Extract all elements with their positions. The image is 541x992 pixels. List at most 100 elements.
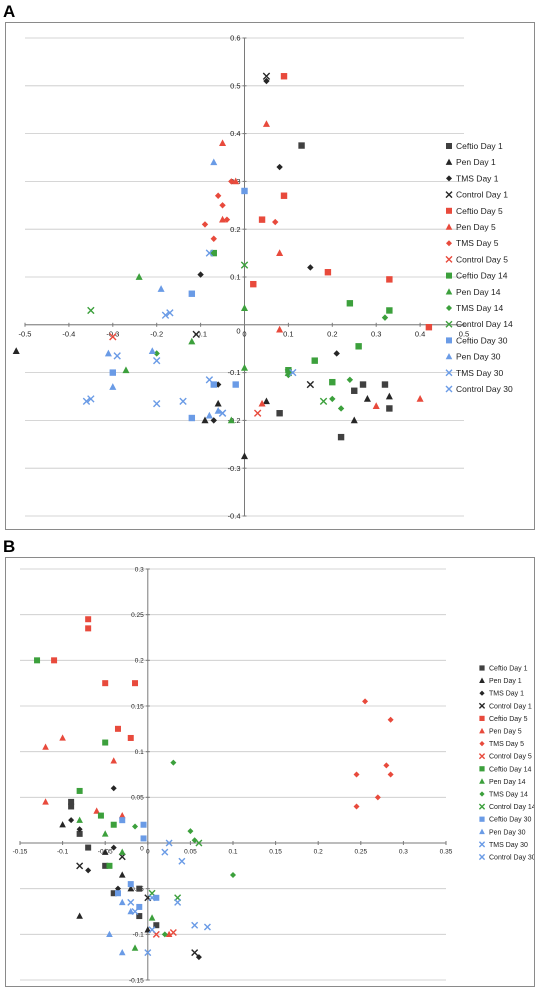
y-tick-label-1: -0.3: [228, 464, 241, 473]
x-tick-label-7: 0.2: [314, 849, 323, 856]
legend-marker-9: [479, 778, 485, 784]
point-15-2: [179, 397, 187, 405]
point-10-3: [132, 823, 139, 830]
point-5-0: [219, 139, 227, 147]
legend-marker-0: [479, 665, 485, 671]
point-2-2: [307, 264, 314, 271]
point-4-0: [280, 73, 288, 80]
point-13-0: [118, 898, 126, 906]
y-tick-label-3: -0.1: [228, 368, 241, 377]
x-tick-label-1: -0.1: [57, 849, 69, 856]
point-6-1: [219, 202, 226, 209]
point-9-3: [122, 366, 130, 374]
point-8-1: [102, 739, 109, 746]
legend-label-14: TMS Day 30: [489, 842, 528, 849]
point-9-3: [131, 944, 139, 951]
x-tick-label-7: 0.2: [327, 329, 337, 338]
point-9-2: [118, 848, 126, 855]
point-4-0: [85, 616, 92, 623]
point-1-7: [385, 392, 393, 400]
legend-label-15: Control Day 30: [489, 854, 534, 861]
legend-label-7: Control Day 5: [456, 254, 508, 264]
series-2: [68, 785, 202, 961]
legend-label-4: Ceftio Day 5: [489, 716, 528, 723]
point-0-4: [351, 387, 358, 394]
series-15: [82, 311, 227, 417]
legend-label-1: Pen Day 1: [456, 157, 496, 167]
point-2-1: [68, 817, 75, 824]
x-tick-label-9: 0.4: [415, 329, 425, 338]
legend-marker-7: [445, 255, 453, 263]
point-6-3: [210, 235, 217, 242]
point-13-2: [106, 930, 113, 938]
point-12-0: [241, 187, 248, 195]
point-10-1: [187, 828, 194, 835]
point-5-1: [262, 120, 270, 127]
series-10: [132, 759, 236, 938]
y-tick-label-4: 0.05: [131, 795, 144, 802]
point-0-1: [359, 381, 367, 388]
point-5-1: [42, 743, 49, 750]
point-14-4: [87, 395, 95, 403]
point-1-0: [76, 912, 83, 919]
axes: [19, 568, 447, 981]
point-1-2: [127, 885, 135, 892]
gridlines: [20, 568, 446, 981]
point-8-0: [210, 249, 217, 257]
legend-label-6: TMS Day 5: [456, 238, 499, 248]
point-5-6: [416, 395, 424, 402]
panel-label-b: B: [3, 537, 16, 556]
legend-marker-10: [479, 791, 485, 797]
point-0-5: [276, 410, 283, 417]
series-8: [34, 657, 117, 869]
point-10-5: [161, 931, 168, 938]
point-12-4: [232, 381, 239, 388]
point-5-5: [118, 812, 126, 819]
point-12-4: [114, 890, 121, 897]
point-15-0: [161, 311, 170, 319]
point-11-0: [87, 306, 95, 315]
point-6-0: [214, 192, 222, 199]
point-0-7: [136, 913, 143, 920]
point-8-6: [329, 378, 336, 386]
series-4: [250, 73, 433, 331]
point-10-5: [329, 395, 336, 403]
point-10-4: [337, 405, 345, 412]
point-2-5: [210, 417, 217, 424]
point-6-0: [362, 698, 369, 705]
point-5-2: [110, 757, 118, 764]
point-15-2: [148, 894, 156, 902]
legend-marker-14: [478, 841, 486, 848]
point-5-2: [232, 177, 240, 185]
legend-label-12: Ceftio Day 30: [489, 817, 532, 824]
point-9-4: [240, 363, 249, 371]
legend-marker-6: [446, 240, 452, 247]
point-9-1: [240, 304, 249, 311]
point-15-3: [148, 926, 156, 934]
point-15-0: [165, 839, 173, 847]
point-1-1: [214, 399, 222, 407]
point-13-3: [118, 949, 126, 956]
legend-marker-2: [479, 690, 485, 696]
point-14-6: [289, 368, 297, 377]
point-11-3: [319, 397, 328, 405]
point-15-4: [218, 409, 227, 417]
x-tick-label-0: -0.15: [13, 849, 28, 856]
point-13-2: [104, 349, 112, 357]
point-4-2: [51, 657, 58, 664]
y-tick-label-7: 0.2: [135, 658, 144, 665]
point-7-1: [253, 409, 262, 417]
y-tick-label-0: -0.15: [129, 977, 144, 984]
point-6-2: [201, 221, 209, 228]
point-6-4: [223, 216, 231, 223]
y-tick-label-1: -0.1: [133, 932, 145, 939]
legend-label-5: Pen Day 5: [489, 728, 522, 735]
point-13-1: [157, 285, 165, 292]
point-9-0: [135, 273, 143, 280]
series-13: [106, 898, 135, 956]
scatter-chart-b: -0.15-0.1-0.0500.050.10.150.20.250.30.35…: [13, 566, 534, 984]
series-6: [353, 698, 394, 810]
point-4-6: [127, 734, 134, 741]
point-14-5: [144, 949, 152, 957]
series-9: [122, 273, 249, 424]
